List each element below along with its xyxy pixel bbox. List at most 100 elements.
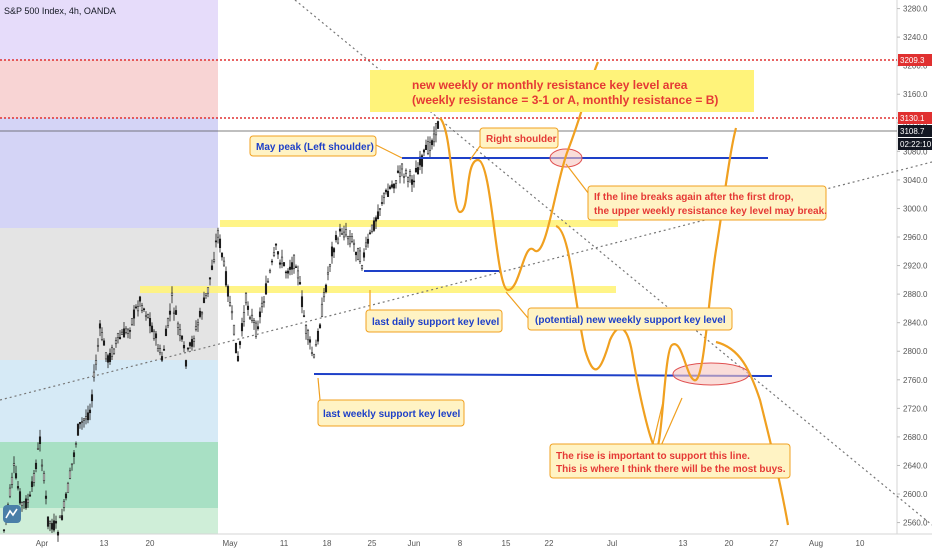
callout-connectors [317,144,683,449]
candle-body [88,409,92,414]
candle-body [322,292,326,298]
x-tick-label: 18 [323,539,332,548]
candlesticks [2,120,440,542]
price-badge: 02:22:10 [900,140,932,149]
annotation-may-peak: May peak (Left shoulder) [249,135,377,157]
candle-body [266,280,270,283]
candle-body [116,333,120,338]
candle-body [308,339,312,343]
candle-body [346,236,350,240]
candle-body [192,338,196,342]
candle-body [356,248,360,261]
candle-body [380,202,384,204]
candle-body [376,211,380,219]
candle-body [400,163,404,170]
candle-body [300,296,304,308]
candle-body [142,308,146,311]
candle-body [18,491,22,504]
candle-body [62,500,66,508]
x-tick-label: 11 [280,539,289,548]
x-tick-label: 20 [725,539,734,548]
candle-body [86,412,90,421]
y-tick-label: 3080.0 [903,147,928,156]
background-zones [0,0,218,534]
candle-body [236,355,240,362]
candle-body [230,310,234,314]
y-tick-label: 3200.0 [903,62,928,71]
candle-body [264,283,268,295]
candle-body [132,309,136,319]
candle-body [294,266,298,268]
candle-body [350,236,354,242]
annotation-weekly-support: last weekly support key level [317,399,465,427]
candle-body [228,302,232,307]
candle-body [158,348,162,354]
candle-body [112,348,116,354]
annotation-rise-important: The rise is important to support this li… [549,443,791,479]
resistance-area-box [370,70,754,112]
candle-body [148,318,152,327]
price-badge-bg [898,112,932,124]
candle-body [250,314,254,321]
zone-gray [0,228,218,360]
candle-body [124,328,128,333]
candle-body [434,123,438,136]
daily-support-text: last daily support key level [372,317,499,328]
x-tick-label: 27 [770,539,779,548]
x-tick-label: 22 [545,539,554,548]
candle-body [344,229,348,236]
rise-important-text-2: This is where I think there will be the … [556,464,786,475]
candle-body [336,238,340,244]
candle-body [216,230,220,238]
y-tick-label: 2640.0 [903,461,928,470]
y-tick-label: 2760.0 [903,376,928,385]
candle-body [26,499,30,503]
x-tick-label: 13 [100,539,109,548]
candle-body [22,501,26,503]
candle-body [122,328,126,338]
candle-body [248,317,252,319]
candle-body [260,302,264,308]
rise-connector-right [659,397,683,449]
candle-body [306,330,310,341]
candle-body [196,322,200,326]
candle-body [206,287,210,294]
candle-body [42,473,46,482]
daily-support-box [365,309,503,333]
zone-blue [0,118,218,228]
candle-body [234,342,238,354]
y-tick-label: 3280.0 [903,5,928,14]
zone-lightgreen [0,508,218,534]
candle-body [54,521,58,524]
candle-body [222,260,226,266]
candle-body [386,190,390,197]
weekly-support-text: last weekly support key level [323,409,461,420]
candle-body [170,292,174,296]
candle-body [126,329,130,334]
candle-body [274,243,278,246]
x-tick-label: 25 [368,539,377,548]
candle-body [92,371,96,378]
candle-body [8,487,12,497]
highlight-ellipses [549,148,750,386]
annotation-resistance-area: new weekly or monthly resistance key lev… [370,70,754,112]
price-badge-bg [898,125,932,137]
candle-body [68,470,72,479]
candle-body [318,324,322,328]
candle-body [90,394,94,402]
candle-body [394,180,398,184]
candle-body [226,286,230,297]
candle-body [56,531,60,536]
candle-body [166,318,170,326]
candle-body [96,344,100,347]
y-tick-label: 2680.0 [903,433,928,442]
candle-body [320,303,324,317]
candle-body [298,282,302,285]
candle-body [398,172,402,177]
candle-body [194,326,198,330]
candle-body [426,141,430,154]
candle-body [332,248,336,253]
candle-body [200,312,204,315]
candle-body [130,318,134,325]
